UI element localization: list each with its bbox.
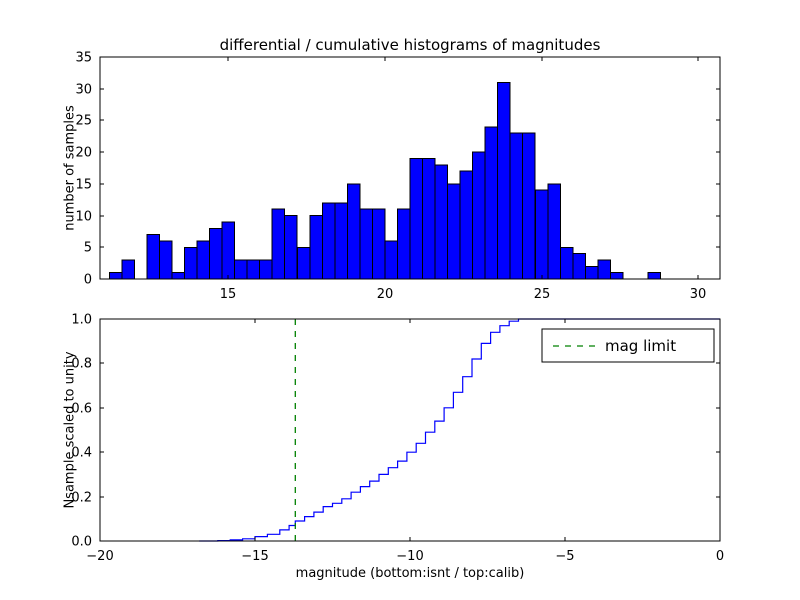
histogram-bar xyxy=(196,240,211,280)
y-tick-label: 10 xyxy=(75,210,92,225)
histogram-bar xyxy=(422,158,436,280)
histogram-bar xyxy=(271,208,286,280)
y-tick-label: 0.0 xyxy=(71,535,92,550)
histogram-bar xyxy=(371,208,386,280)
histogram-bar xyxy=(609,272,624,280)
histogram-bar xyxy=(221,221,236,280)
x-tick-label: 25 xyxy=(534,287,551,302)
y-tick-label: 0.4 xyxy=(71,446,92,461)
histogram-bar xyxy=(309,215,323,280)
histogram-bar xyxy=(547,183,561,280)
x-tick-label: 15 xyxy=(220,287,237,302)
y-tick-label: 15 xyxy=(75,178,92,193)
y-tick-label: 5 xyxy=(84,241,92,256)
histogram-bar xyxy=(459,170,474,280)
histogram-bar xyxy=(522,132,536,280)
histogram-bars xyxy=(108,81,661,280)
axes-ticks: −20 −15 −10 −5 0 0.0 0.2 0.4 0.6 0.8 1.0 xyxy=(71,313,724,565)
y-tick-label: 35 xyxy=(75,51,92,66)
histogram-bar xyxy=(296,246,311,280)
axes-ticks: 15 20 25 30 0 5 10 15 20 25 30 35 xyxy=(75,51,720,302)
histogram-bar xyxy=(534,189,549,280)
legend: mag limit xyxy=(541,328,715,363)
bottom-axes: −20 −15 −10 −5 0 0.0 0.2 0.4 0.6 0.8 1.0 mag limit xyxy=(71,313,724,565)
histogram-bar xyxy=(584,265,599,280)
y-tick-label: 0.2 xyxy=(71,491,92,506)
y-tick-label: 25 xyxy=(75,114,92,129)
histogram-bar xyxy=(497,81,511,280)
x-tick-label: 0 xyxy=(716,549,724,564)
histogram-bar xyxy=(146,234,160,280)
histogram-bar xyxy=(171,272,185,280)
histogram-bar xyxy=(559,246,574,280)
histogram-bar xyxy=(509,132,524,280)
histogram-bar xyxy=(484,126,499,280)
axes-spines xyxy=(99,56,721,280)
y-tick-label: 0.8 xyxy=(71,357,92,372)
chart-title: differential / cumulative histograms of … xyxy=(219,36,601,54)
histogram-bar xyxy=(334,202,348,280)
histogram-bar xyxy=(434,164,449,280)
histogram-bar xyxy=(384,240,398,280)
x-tick-label: −20 xyxy=(86,549,113,564)
histogram-bar xyxy=(597,259,611,280)
histogram-bar xyxy=(359,208,373,280)
histogram-bar xyxy=(108,272,123,280)
histogram-bar xyxy=(397,208,411,280)
histogram-bar xyxy=(321,202,336,280)
y-tick-label: 30 xyxy=(75,83,92,98)
x-tick-label: −5 xyxy=(555,549,574,564)
y-tick-label: 20 xyxy=(75,146,92,161)
x-tick-label: 30 xyxy=(690,287,707,302)
histogram-bar xyxy=(259,259,273,280)
cumulative-step-line xyxy=(199,318,720,542)
bottom-x-axis-label: magnitude (bottom:isnt / top:calib) xyxy=(295,566,525,581)
histogram-bar xyxy=(647,272,661,280)
top-axes: 15 20 25 30 0 5 10 15 20 25 30 35 xyxy=(75,51,721,302)
y-tick-label: 0 xyxy=(84,273,92,288)
histogram-bar xyxy=(246,259,261,280)
histogram-bar xyxy=(234,259,248,280)
histogram-bar xyxy=(209,227,223,280)
x-tick-label: 20 xyxy=(377,287,394,302)
legend-label: mag limit xyxy=(605,337,676,355)
histogram-bar xyxy=(447,183,461,280)
histogram-bar xyxy=(409,158,423,280)
histogram-bar xyxy=(572,253,586,280)
histogram-bar xyxy=(121,259,135,280)
histogram-bar xyxy=(284,215,298,280)
histogram-bar xyxy=(346,183,361,280)
x-tick-label: −10 xyxy=(396,549,423,564)
histogram-bar xyxy=(472,151,486,280)
y-tick-label: 1.0 xyxy=(71,313,92,328)
histogram-bar xyxy=(159,240,173,280)
histogram-bar xyxy=(184,246,198,280)
y-tick-label: 0.6 xyxy=(71,402,92,417)
x-tick-label: −15 xyxy=(241,549,268,564)
